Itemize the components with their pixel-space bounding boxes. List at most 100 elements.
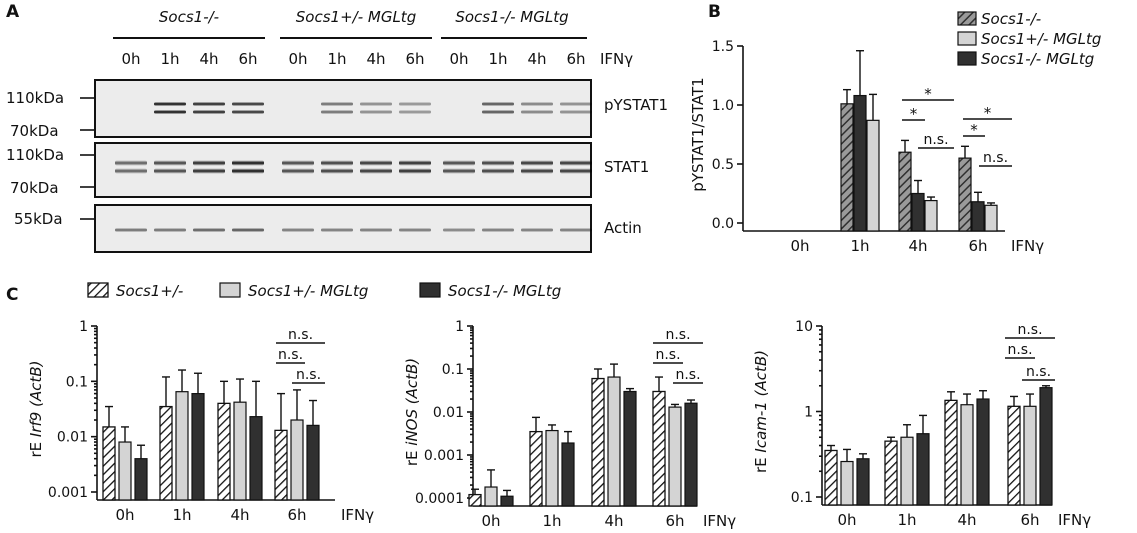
bar — [984, 204, 998, 232]
y-tick-label: 0.01 — [433, 405, 464, 421]
x-tick-label: 1h — [897, 511, 916, 529]
bar — [591, 377, 605, 507]
blot-band — [154, 110, 186, 114]
blot-band — [232, 110, 264, 114]
marker-110kda-2: 110kDa — [6, 146, 64, 164]
significance-label: n.s. — [296, 367, 321, 383]
y-tick-label: 1 — [804, 405, 813, 421]
y-tick-label: 0.001 — [48, 485, 88, 501]
significance-label: n.s. — [1007, 342, 1032, 358]
bands-pystat1 — [154, 102, 592, 114]
blot-band — [193, 228, 225, 232]
lane-label: 0h — [121, 50, 140, 68]
blot-band — [443, 228, 475, 232]
blot-band — [560, 168, 592, 174]
blot-label-stat1: STAT1 — [604, 158, 649, 176]
blot-band — [282, 228, 314, 232]
y-tick-label: 1 — [79, 319, 88, 335]
bar — [306, 424, 320, 501]
blot-pystat1 — [94, 79, 592, 138]
bar — [102, 426, 116, 501]
blot-band — [321, 160, 353, 166]
x-tick-label: 1h — [172, 506, 191, 524]
chart-b-pystat1-ratio: 0.0 0.5 1.0 1.5 0h 1h 4h 6h IFNγ pYSTAT1/STAT1 * * n… — [689, 39, 1044, 255]
x-tick-label: 0h — [837, 511, 856, 529]
blot-band — [399, 160, 431, 166]
marker-110kda-1: 110kDa — [6, 89, 64, 107]
x-tick-label: 6h — [968, 237, 987, 255]
blot-band — [560, 228, 592, 232]
significance-label: n.s. — [1026, 364, 1051, 380]
x-tick-label: 0h — [790, 237, 809, 255]
bar — [217, 402, 231, 501]
legend-swatch — [87, 282, 109, 298]
bar — [884, 440, 898, 506]
y-tick-label: 0.1 — [791, 490, 813, 506]
blot-label-pystat1: pYSTAT1 — [604, 96, 668, 114]
y-axis-title-gene: Irf9 — [27, 412, 45, 437]
y-axis-title-gene: Icam-1 — [752, 401, 770, 452]
panel-a-western-blot: A Socs1-/- Socs1+/- MGLtg Socs1-/- MGLtg… — [6, 2, 668, 253]
x-axis-label: IFNγ — [703, 512, 736, 530]
blot-band — [232, 102, 264, 106]
significance-label: n.s. — [983, 150, 1008, 166]
lane-label: 6h — [405, 50, 424, 68]
bar — [1007, 405, 1021, 506]
blot-band — [282, 168, 314, 174]
y-axis-title-suffix: (ActB) — [752, 350, 770, 401]
legend-label: Socs1-/- — [981, 10, 1041, 28]
blot-band — [521, 110, 553, 114]
blot-band — [360, 110, 392, 114]
blot-band — [482, 102, 514, 106]
y-axis-title-suffix: (ActB) — [403, 358, 421, 409]
legend-label: Socs1+/- MGLtg — [981, 30, 1101, 48]
blot-band — [154, 228, 186, 232]
blot-band — [399, 168, 431, 174]
legend-label: Socs1-/- MGLtg — [981, 50, 1094, 68]
blot-band — [360, 102, 392, 106]
blot-label-actin: Actin — [604, 219, 642, 237]
blot-band — [321, 102, 353, 106]
blot-band — [560, 160, 592, 166]
blot-band — [399, 102, 431, 106]
blot-band — [282, 160, 314, 166]
x-tick-label: 0h — [115, 506, 134, 524]
blot-band — [154, 168, 186, 174]
y-axis-title: pYSTAT1/STAT1 — [689, 77, 707, 191]
marker-70kda-1: 70kDa — [10, 122, 59, 140]
legend-label: Socs1+/- — [116, 282, 183, 300]
bar — [1023, 405, 1037, 506]
y-axis-title-prefix: rE — [27, 437, 45, 457]
blot-band — [232, 160, 264, 166]
lane-label: 0h — [288, 50, 307, 68]
lane-labels: 0h 1h 4h 6h 0h 1h 4h 6h 0h 1h 4h 6h — [121, 50, 585, 68]
bar — [856, 458, 870, 506]
group-label-3: Socs1-/- MGLtg — [455, 8, 568, 26]
blot-band — [115, 160, 147, 166]
x-tick-label: 4h — [604, 512, 623, 530]
bar — [561, 442, 575, 507]
y-tick-label: 0.5 — [712, 157, 734, 173]
bar — [545, 429, 559, 507]
lane-label: 6h — [238, 50, 257, 68]
bands-actin — [115, 228, 592, 232]
bar — [684, 402, 698, 507]
bar — [924, 199, 938, 232]
panel-letter-b: B — [708, 2, 721, 22]
legend-swatch — [219, 282, 241, 298]
bar — [652, 390, 666, 507]
y-axis-title-suffix: (ActB) — [27, 361, 45, 412]
bar — [607, 376, 621, 507]
lane-label: 1h — [160, 50, 179, 68]
chart-c-icam1: 0.1 1 10 0h 1h 4h 6h IFNγ rE Icam-1 (ActB) n.s. n.… — [752, 319, 1091, 529]
significance-label: n.s. — [675, 367, 700, 383]
x-tick-label: 1h — [850, 237, 869, 255]
y-axis-title-prefix: rE — [403, 446, 421, 466]
x-tick-label: 4h — [957, 511, 976, 529]
bar — [900, 436, 914, 506]
blot-band — [321, 228, 353, 232]
blot-band — [521, 228, 553, 232]
lane-label: 0h — [449, 50, 468, 68]
blot-stat1 — [94, 142, 592, 198]
bar — [853, 94, 867, 232]
